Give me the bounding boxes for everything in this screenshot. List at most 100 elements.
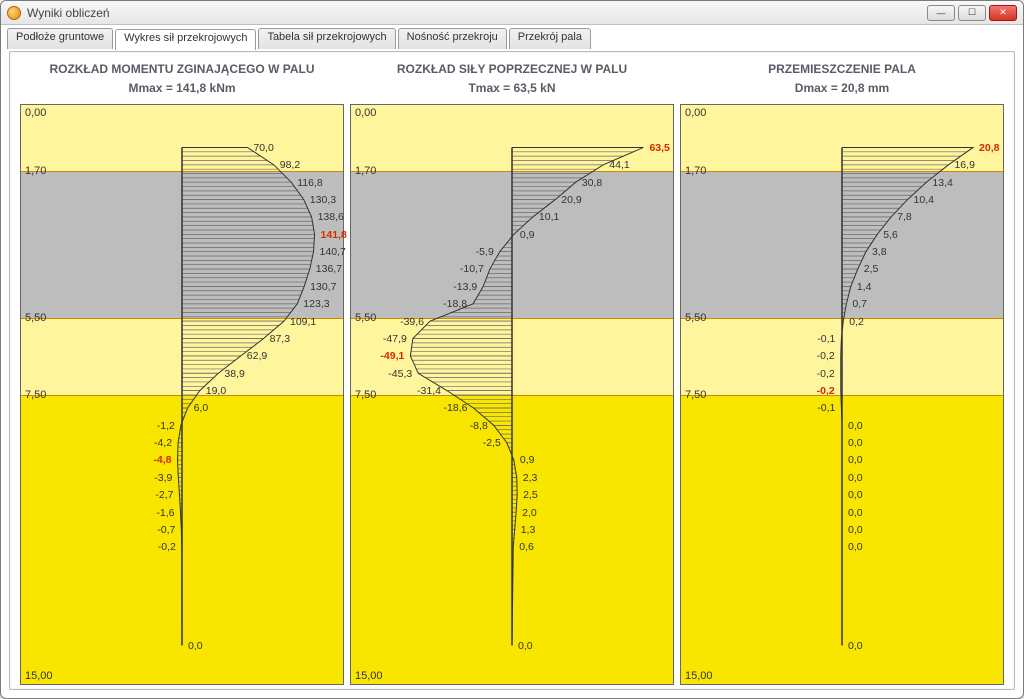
value-label: -1,6 xyxy=(156,507,174,519)
value-label: -0,1 xyxy=(817,402,835,414)
chart-plot: 0,001,705,507,5015,0063,544,130,820,910,… xyxy=(350,104,674,685)
chart-subtitle: Tmax = 63,5 kN xyxy=(350,79,674,98)
chart-subtitle: Dmax = 20,8 mm xyxy=(680,79,1004,98)
value-label: -2,5 xyxy=(483,437,501,449)
window-title: Wyniki obliczeń xyxy=(27,6,927,20)
app-icon xyxy=(7,6,21,20)
value-label: 0,0 xyxy=(848,507,863,519)
value-label: -31,4 xyxy=(417,385,441,397)
value-label: -18,6 xyxy=(444,402,468,414)
tab-3[interactable]: Nośność przekroju xyxy=(398,28,507,49)
tab-4[interactable]: Przekrój pala xyxy=(509,28,591,49)
value-label: -8,8 xyxy=(470,420,488,432)
value-label: 3,8 xyxy=(872,246,887,258)
value-label: -45,3 xyxy=(388,368,412,380)
value-label: -4,8 xyxy=(153,454,171,466)
value-label: 63,5 xyxy=(649,142,669,154)
value-label: 0,0 xyxy=(518,640,533,652)
value-label: 0,9 xyxy=(520,454,535,466)
value-label: 1,4 xyxy=(857,281,872,293)
close-button[interactable]: ✕ xyxy=(989,5,1017,21)
chart-subtitle: Mmax = 141,8 kNm xyxy=(20,79,344,98)
value-label: 13,4 xyxy=(932,177,952,189)
value-label: 123,3 xyxy=(303,298,329,310)
chart-plot: 0,001,705,507,5015,0020,816,913,410,47,8… xyxy=(680,104,1004,685)
value-label: 62,9 xyxy=(247,350,267,362)
chart-svg xyxy=(681,105,1003,684)
value-label: 0,2 xyxy=(849,316,864,328)
value-label: 0,0 xyxy=(848,640,863,652)
charts-row: ROZKŁAD MOMENTU ZGINAJĄCEGO W PALUMmax =… xyxy=(10,52,1014,689)
value-label: 44,1 xyxy=(609,159,629,171)
content-panel: ROZKŁAD MOMENTU ZGINAJĄCEGO W PALUMmax =… xyxy=(9,51,1015,690)
value-label: -49,1 xyxy=(380,350,404,362)
chart-col-2: PRZEMIESZCZENIE PALADmax = 20,8 mm0,001,… xyxy=(680,60,1004,685)
chart-title: ROZKŁAD MOMENTU ZGINAJĄCEGO W PALU xyxy=(20,60,344,79)
value-label: -0,2 xyxy=(158,541,176,553)
value-label: -13,9 xyxy=(453,281,477,293)
chart-col-0: ROZKŁAD MOMENTU ZGINAJĄCEGO W PALUMmax =… xyxy=(20,60,344,685)
value-label: 0,0 xyxy=(848,541,863,553)
value-label: 70,0 xyxy=(253,142,273,154)
value-label: 20,8 xyxy=(979,142,999,154)
value-label: 130,3 xyxy=(310,194,336,206)
tab-1[interactable]: Wykres sił przekrojowych xyxy=(115,29,256,50)
maximize-button[interactable]: ☐ xyxy=(958,5,986,21)
value-label: 87,3 xyxy=(270,333,290,345)
value-label: 2,0 xyxy=(522,507,537,519)
value-label: 0,6 xyxy=(519,541,534,553)
tab-2[interactable]: Tabela sił przekrojowych xyxy=(258,28,395,49)
value-label: -2,7 xyxy=(155,489,173,501)
chart-plot: 0,001,705,507,5015,0070,098,2116,8130,31… xyxy=(20,104,344,685)
value-label: 0,0 xyxy=(848,472,863,484)
value-label: -3,9 xyxy=(154,472,172,484)
tab-bar: Podłoże gruntoweWykres sił przekrojowych… xyxy=(1,27,1023,49)
value-label: 0,0 xyxy=(188,640,203,652)
app-window: Wyniki obliczeń — ☐ ✕ Podłoże gruntoweWy… xyxy=(0,0,1024,699)
value-label: 2,5 xyxy=(523,489,538,501)
value-label: 16,9 xyxy=(954,159,974,171)
value-label: 141,8 xyxy=(321,229,347,241)
chart-svg xyxy=(351,105,673,684)
value-label: 138,6 xyxy=(318,211,344,223)
value-label: 6,0 xyxy=(194,402,209,414)
value-label: 10,4 xyxy=(914,194,934,206)
value-label: 0,0 xyxy=(848,454,863,466)
value-label: 30,8 xyxy=(582,177,602,189)
value-label: 2,3 xyxy=(523,472,538,484)
value-label: 7,8 xyxy=(897,211,912,223)
value-label: 140,7 xyxy=(320,246,346,258)
value-label: 0,0 xyxy=(848,524,863,536)
value-label: -47,9 xyxy=(383,333,407,345)
window-buttons: — ☐ ✕ xyxy=(927,5,1017,21)
value-label: 19,0 xyxy=(206,385,226,397)
chart-svg xyxy=(21,105,343,684)
value-label: 136,7 xyxy=(316,263,342,275)
value-label: -18,8 xyxy=(443,298,467,310)
titlebar: Wyniki obliczeń — ☐ ✕ xyxy=(1,1,1023,25)
value-label: 2,5 xyxy=(864,263,879,275)
value-label: 0,0 xyxy=(848,437,863,449)
value-label: -0,2 xyxy=(817,350,835,362)
value-label: 0,7 xyxy=(852,298,867,310)
value-label: 0,0 xyxy=(848,489,863,501)
value-label: -0,2 xyxy=(817,385,835,397)
value-label: 38,9 xyxy=(224,368,244,380)
value-label: -0,1 xyxy=(817,333,835,345)
value-label: 20,9 xyxy=(561,194,581,206)
chart-title: PRZEMIESZCZENIE PALA xyxy=(680,60,1004,79)
value-label: -5,9 xyxy=(476,246,494,258)
value-label: -39,6 xyxy=(400,316,424,328)
value-label: 130,7 xyxy=(310,281,336,293)
value-label: 116,8 xyxy=(297,177,323,189)
value-label: -1,2 xyxy=(157,420,175,432)
tab-0[interactable]: Podłoże gruntowe xyxy=(7,28,113,49)
value-label: 1,3 xyxy=(521,524,536,536)
value-label: 0,9 xyxy=(520,229,535,241)
chart-title: ROZKŁAD SIŁY POPRZECZNEJ W PALU xyxy=(350,60,674,79)
chart-col-1: ROZKŁAD SIŁY POPRZECZNEJ W PALUTmax = 63… xyxy=(350,60,674,685)
value-label: -4,2 xyxy=(154,437,172,449)
minimize-button[interactable]: — xyxy=(927,5,955,21)
value-label: 98,2 xyxy=(280,159,300,171)
value-label: 5,6 xyxy=(883,229,898,241)
